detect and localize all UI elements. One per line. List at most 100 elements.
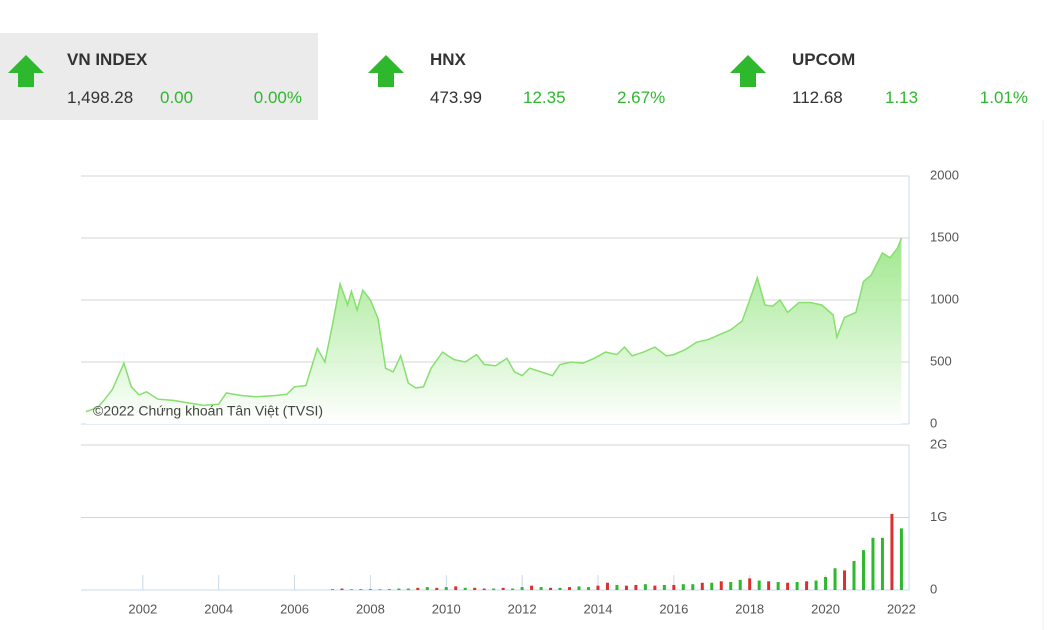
ticker-name: HNX [430, 50, 466, 69]
volume-bar [615, 584, 619, 590]
volume-bar [482, 588, 486, 590]
volume-bar [852, 561, 856, 590]
volume-bar [387, 589, 391, 590]
volume-bar [330, 589, 334, 590]
ticker-change: 0.00 [160, 88, 194, 107]
x-tick-label: 2010 [432, 601, 461, 616]
volume-bar [814, 580, 818, 590]
volume-bar [634, 584, 638, 590]
volume-bar [757, 580, 761, 590]
volume-bar [596, 585, 600, 590]
volume-bar [890, 513, 894, 590]
volume-bar [843, 570, 847, 590]
volume-bar [473, 587, 477, 590]
x-tick-label: 2022 [887, 601, 916, 616]
volume-bar [653, 585, 657, 590]
x-tick-label: 2018 [735, 601, 764, 616]
ticker-percent: 0.00% [253, 88, 302, 107]
volume-bar [871, 537, 875, 590]
x-tick-label: 2016 [659, 601, 688, 616]
volume-bar [662, 584, 666, 590]
y-tick-label: 1500 [930, 229, 959, 244]
y-tick-label: 2000 [930, 167, 959, 182]
y-tick-label: 2G [930, 436, 947, 451]
ticker-value: 112.68 [792, 88, 843, 107]
ticker-value: 473.99 [430, 88, 482, 107]
volume-bar [672, 584, 676, 590]
volume-bar [691, 584, 695, 590]
volume-bar [738, 579, 742, 590]
ticker-percent: 1.01% [979, 88, 1028, 107]
ticker-tile: UPCOM 112.68 1.13 1.01% [680, 33, 1050, 120]
volume-bar [729, 582, 733, 590]
volume-bar [776, 582, 780, 590]
volume-bar [397, 588, 401, 590]
volume-bar [586, 587, 590, 590]
volume-bar [406, 588, 410, 590]
ticker-name: VN INDEX [67, 50, 148, 69]
volume-bar [681, 584, 685, 590]
up-arrow [730, 55, 766, 87]
volume-bar [719, 581, 723, 590]
volume-bar [435, 587, 439, 590]
volume-bar [899, 528, 903, 590]
volume-bar [530, 585, 534, 590]
ticker-change: 1.13 [885, 88, 919, 107]
volume-bar [624, 585, 628, 590]
volume-bar [454, 586, 458, 590]
y-tick-label: 1000 [930, 291, 959, 306]
x-tick-label: 2002 [128, 601, 157, 616]
volume-bar [605, 582, 609, 590]
volume-bar [805, 581, 809, 590]
volume-bar [368, 589, 372, 590]
volume-bar [748, 578, 752, 590]
x-tick-label: 2014 [584, 601, 613, 616]
area-fill [85, 238, 902, 424]
volume-bar [520, 587, 524, 590]
volume-bar [444, 587, 448, 590]
volume-bar [767, 581, 771, 590]
volume-bar [700, 582, 704, 590]
ticker-value: 1,498.28 [67, 88, 134, 107]
price-line [85, 237, 903, 413]
volume-bar [416, 587, 420, 590]
x-tick-label: 2004 [204, 601, 233, 616]
volume-bar [425, 587, 429, 590]
volume-bar [549, 587, 553, 590]
up-arrow [8, 55, 44, 87]
x-tick-label: 2020 [811, 601, 840, 616]
volume-bar [568, 587, 572, 590]
volume-bar [340, 588, 344, 590]
up-arrow [368, 55, 404, 87]
volume-bar [558, 587, 562, 590]
copyright: ©2022 Chứng khoán Tân Việt (TVSI) [93, 403, 323, 419]
volume-bar [824, 576, 828, 590]
volume-bar [378, 589, 382, 590]
y-tick-label: 0 [930, 581, 937, 596]
volume-bar [501, 587, 505, 590]
volume-bar [359, 589, 363, 590]
y-tick-label: 0 [930, 415, 937, 430]
ticker-change: 12.35 [523, 88, 566, 107]
volume-bar [463, 587, 467, 590]
x-tick-label: 2006 [280, 601, 309, 616]
volume-bar [492, 588, 496, 590]
y-tick-label: 1G [930, 509, 947, 524]
x-tick-label: 2008 [356, 601, 385, 616]
ticker-name: UPCOM [792, 50, 856, 69]
volume-bar [577, 586, 581, 590]
volume-bar [861, 550, 865, 590]
ticker-percent: 2.67% [617, 88, 666, 107]
volume-bar [786, 582, 790, 590]
ticker-tile: HNX 473.99 12.35 2.67% [318, 33, 680, 120]
ticker-tile: VN INDEX 1,498.28 0.00 0.00% [0, 33, 318, 120]
volume-bar [833, 568, 837, 590]
volume-bar [880, 537, 884, 590]
volume-bar [511, 588, 515, 590]
volume-bar [349, 589, 353, 590]
y-tick-label: 500 [930, 353, 952, 368]
volume-bar [643, 584, 647, 590]
volume-bar [710, 582, 714, 590]
